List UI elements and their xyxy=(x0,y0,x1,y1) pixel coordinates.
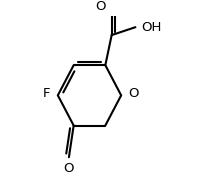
Text: O: O xyxy=(95,0,105,13)
Text: F: F xyxy=(43,87,51,100)
Text: O: O xyxy=(64,162,74,175)
Text: OH: OH xyxy=(142,21,162,34)
Text: O: O xyxy=(128,87,139,100)
